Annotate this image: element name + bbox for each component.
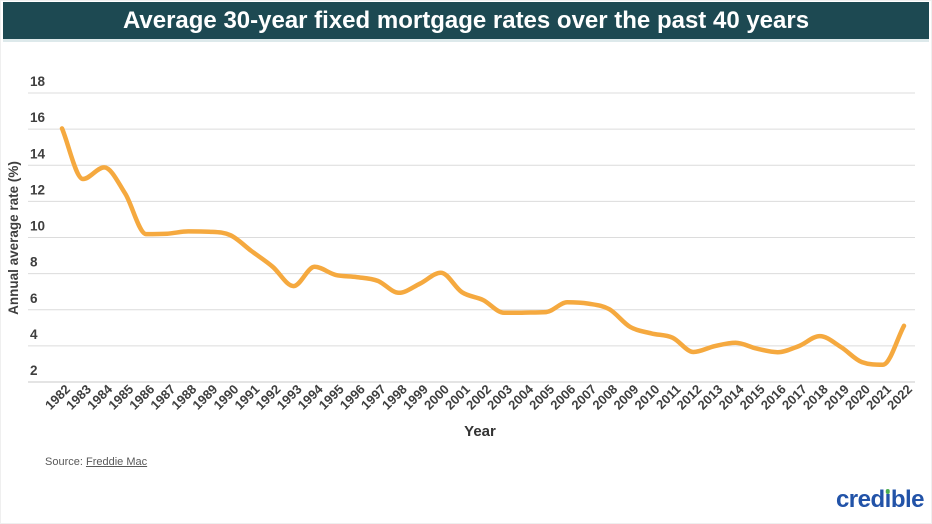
source-link[interactable]: Freddie Mac	[85, 456, 148, 468]
credible-logo: credıble	[835, 486, 925, 513]
y-axis-title: Annual average rate (%)	[6, 161, 21, 315]
x-axis-title: Year	[464, 423, 496, 440]
y-tick-label: 6	[30, 291, 38, 306]
y-tick-label: 2	[30, 363, 38, 378]
source-label: Source:	[45, 456, 83, 468]
y-tick-label: 16	[30, 110, 46, 125]
y-tick-label: 8	[30, 255, 38, 270]
logo-letter-i: ı	[884, 486, 892, 513]
y-tick-label: 14	[30, 146, 46, 161]
logo-text-pre: cred	[835, 486, 885, 513]
y-tick-label: 4	[30, 327, 38, 342]
x-tick-label: 2022	[884, 382, 915, 413]
y-tick-label: 10	[30, 219, 45, 234]
source-note: Source: Freddie Mac	[45, 456, 147, 468]
y-tick-label: 18	[30, 74, 46, 89]
y-tick-label: 12	[30, 182, 45, 197]
logo-text-post: ble	[890, 486, 925, 513]
header-bar: Average 30-year fixed mortgage rates ove…	[3, 2, 929, 42]
page-title: Average 30-year fixed mortgage rates ove…	[122, 6, 810, 34]
rate-line-series	[59, 126, 907, 367]
